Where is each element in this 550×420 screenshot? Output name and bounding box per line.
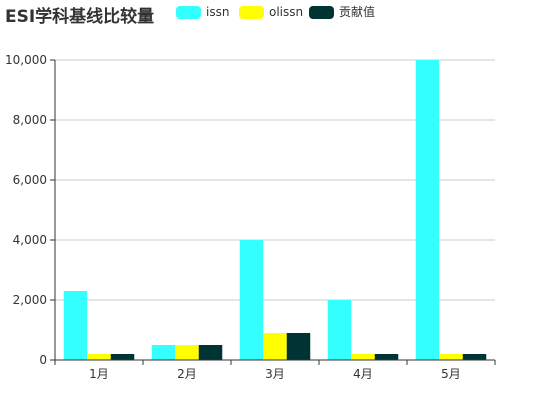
- legend-swatch-contribution: [309, 6, 334, 19]
- bar[interactable]: [239, 240, 264, 360]
- y-tick-label: 2,000: [13, 293, 47, 307]
- y-tick-label: 8,000: [13, 113, 47, 127]
- legend-swatch-issn: [176, 6, 201, 19]
- chart-title: ESI学科基线比较量: [5, 7, 155, 27]
- x-tick-label: 1月: [89, 367, 109, 381]
- y-tick-label: 0: [39, 353, 47, 367]
- bar[interactable]: [462, 354, 487, 360]
- y-tick-label: 6,000: [13, 173, 47, 187]
- legend-label-contribution: 贡献值: [339, 5, 376, 19]
- bar[interactable]: [63, 291, 88, 360]
- bar[interactable]: [87, 354, 111, 360]
- y-tick-label: 10,000: [5, 53, 47, 67]
- bar[interactable]: [175, 345, 199, 360]
- bar[interactable]: [351, 354, 375, 360]
- x-tick-label: 2月: [177, 367, 197, 381]
- x-tick-label: 5月: [441, 367, 461, 381]
- legend-swatch-olissn: [239, 6, 264, 19]
- bar[interactable]: [286, 333, 311, 360]
- legend-label-olissn: olissn: [269, 5, 304, 19]
- y-tick-label: 4,000: [13, 233, 47, 247]
- bar[interactable]: [151, 345, 176, 360]
- bar[interactable]: [327, 300, 352, 360]
- bar[interactable]: [110, 354, 135, 360]
- bar[interactable]: [263, 333, 287, 360]
- bar[interactable]: [415, 60, 440, 360]
- x-tick-label: 4月: [353, 367, 373, 381]
- bar[interactable]: [439, 354, 463, 360]
- bar[interactable]: [198, 345, 223, 360]
- bar[interactable]: [374, 354, 399, 360]
- x-tick-label: 3月: [265, 367, 285, 381]
- legend-label-issn: issn: [206, 5, 230, 19]
